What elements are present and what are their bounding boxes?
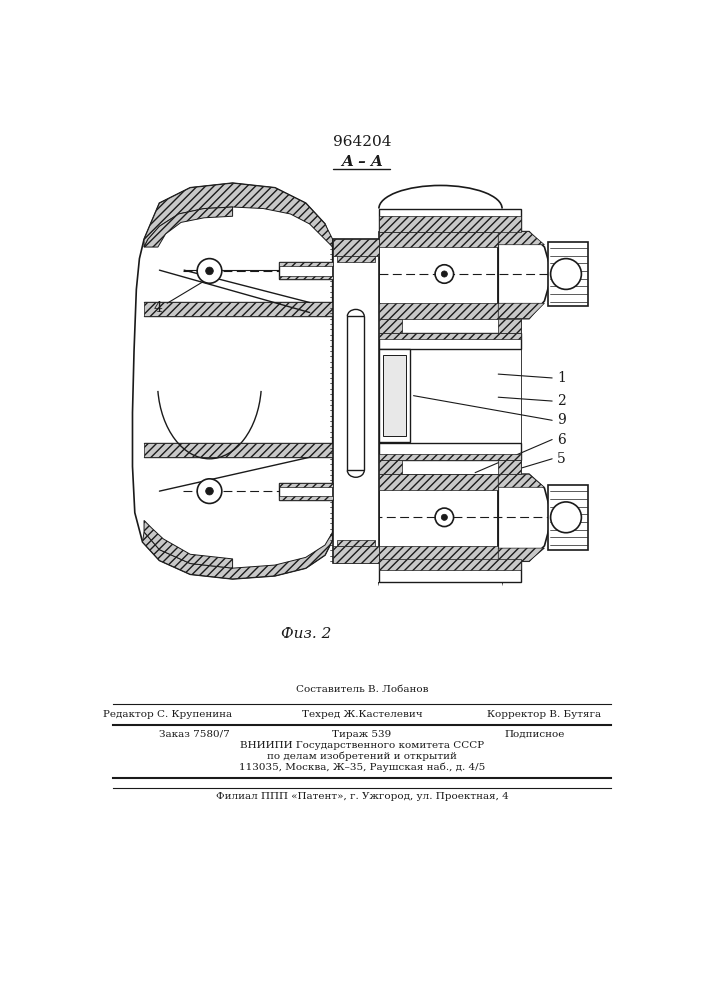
Circle shape: [206, 267, 214, 275]
Bar: [279, 276, 333, 279]
Bar: [144, 302, 333, 316]
Bar: [382, 355, 406, 436]
Bar: [279, 483, 333, 500]
Text: Заказ 7580/7: Заказ 7580/7: [160, 730, 230, 739]
Text: 1: 1: [557, 371, 566, 385]
Polygon shape: [498, 474, 544, 487]
Bar: [279, 496, 333, 500]
Bar: [333, 239, 379, 256]
Text: 6: 6: [557, 433, 566, 447]
Text: Составитель В. Лобанов: Составитель В. Лобанов: [296, 685, 428, 694]
Text: 113035, Москва, Ж–35, Раушская наб., д. 4/5: 113035, Москва, Ж–35, Раушская наб., д. …: [239, 762, 485, 772]
Text: 964204: 964204: [333, 135, 391, 149]
Text: A – A: A – A: [341, 155, 383, 169]
Bar: [333, 546, 379, 563]
Polygon shape: [144, 207, 233, 247]
Circle shape: [441, 514, 448, 520]
Bar: [379, 319, 402, 474]
Circle shape: [197, 479, 222, 503]
Bar: [498, 232, 510, 319]
Text: 5: 5: [557, 452, 566, 466]
Bar: [379, 454, 521, 460]
Bar: [379, 559, 521, 582]
Bar: [498, 460, 521, 474]
Bar: [379, 474, 498, 490]
Text: 9: 9: [557, 413, 566, 427]
Text: Подписное: Подписное: [505, 730, 565, 739]
Polygon shape: [498, 232, 544, 245]
Polygon shape: [143, 532, 333, 579]
Bar: [379, 582, 502, 609]
Bar: [279, 483, 333, 487]
Bar: [379, 216, 521, 232]
Bar: [379, 232, 498, 319]
Bar: [498, 319, 521, 474]
Bar: [347, 316, 364, 470]
Circle shape: [551, 502, 581, 533]
Text: 2: 2: [557, 394, 566, 408]
Text: Корректор В. Бутяга: Корректор В. Бутяга: [487, 710, 602, 719]
Text: Тираж 539: Тираж 539: [332, 730, 392, 739]
Polygon shape: [144, 520, 233, 568]
Bar: [279, 262, 333, 266]
Bar: [337, 540, 375, 546]
Bar: [379, 319, 521, 474]
Polygon shape: [144, 183, 333, 247]
Bar: [379, 443, 521, 460]
Text: Техред Ж.Кастелевич: Техред Ж.Кастелевич: [302, 710, 422, 719]
Text: по делам изобретений и открытий: по делам изобретений и открытий: [267, 751, 457, 761]
Text: Редактор С. Крупенина: Редактор С. Крупенина: [103, 710, 232, 719]
Bar: [379, 333, 521, 349]
Circle shape: [435, 508, 454, 527]
Bar: [549, 242, 588, 306]
Bar: [379, 559, 521, 570]
Text: Физ. 2: Физ. 2: [281, 627, 331, 641]
Bar: [379, 209, 521, 232]
Text: 4: 4: [153, 301, 163, 315]
Bar: [498, 319, 521, 333]
Bar: [379, 319, 402, 333]
Bar: [333, 239, 379, 563]
Polygon shape: [132, 183, 333, 579]
Polygon shape: [498, 303, 544, 319]
Text: Филиал ППП «Патент», г. Ужгород, ул. Проектная, 4: Филиал ППП «Патент», г. Ужгород, ул. Про…: [216, 792, 508, 801]
Text: ВНИИПИ Государственного комитета СССР: ВНИИПИ Государственного комитета СССР: [240, 741, 484, 750]
Bar: [549, 485, 588, 550]
Polygon shape: [498, 474, 552, 561]
Bar: [379, 303, 498, 319]
Circle shape: [441, 271, 448, 277]
Polygon shape: [498, 232, 552, 319]
Circle shape: [551, 259, 581, 289]
Bar: [279, 262, 333, 279]
Circle shape: [435, 265, 454, 283]
Bar: [144, 443, 333, 457]
Bar: [379, 474, 498, 561]
Bar: [379, 349, 409, 442]
Circle shape: [197, 259, 222, 283]
Bar: [379, 232, 498, 247]
Bar: [379, 460, 402, 474]
Bar: [337, 256, 375, 262]
Bar: [379, 546, 498, 561]
Polygon shape: [498, 548, 544, 561]
Circle shape: [206, 487, 214, 495]
Bar: [379, 333, 521, 339]
